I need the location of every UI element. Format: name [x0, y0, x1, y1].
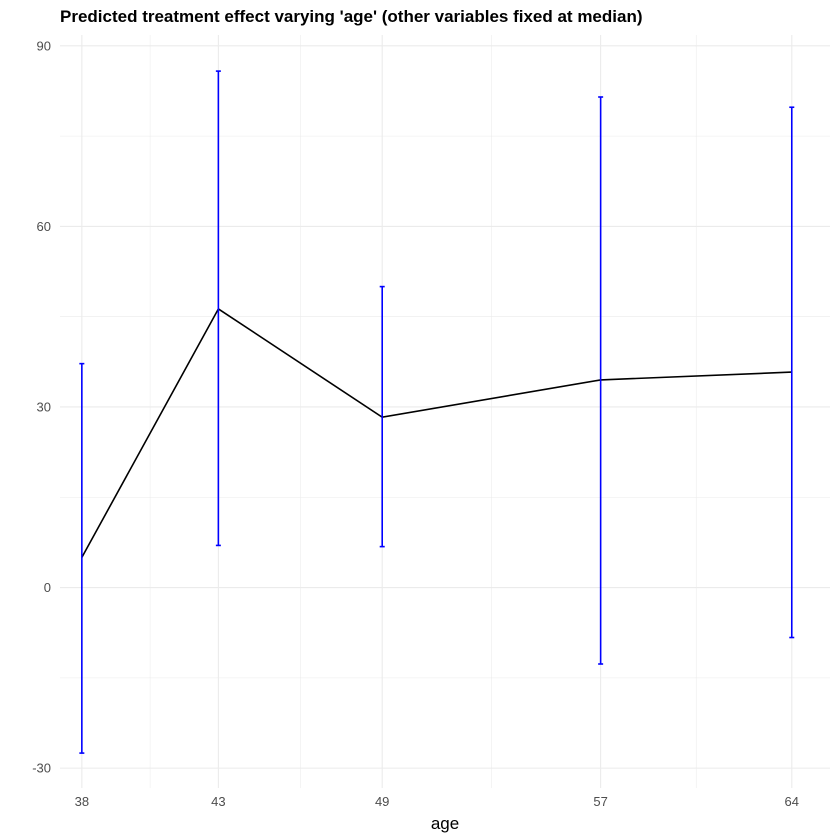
y-tick-label: 30: [37, 399, 51, 414]
chart-title: Predicted treatment effect varying 'age'…: [60, 7, 643, 26]
grid: [60, 35, 830, 788]
x-tick-label: 49: [375, 794, 389, 809]
x-tick-label: 38: [75, 794, 89, 809]
x-tick-label: 64: [785, 794, 799, 809]
x-tick-label: 43: [211, 794, 225, 809]
y-tick-label: 0: [44, 580, 51, 595]
x-tick-label: 57: [593, 794, 607, 809]
y-axis-ticks: -30 0 30 60 90: [32, 38, 51, 775]
x-axis-ticks: 38 43 49 57 64: [75, 794, 799, 809]
y-tick-label: -30: [32, 761, 51, 776]
y-tick-label: 60: [37, 219, 51, 234]
plot-area: [79, 70, 795, 754]
y-tick-label: 90: [37, 38, 51, 53]
series-line: [81, 307, 792, 558]
x-axis-title: age: [431, 814, 459, 833]
